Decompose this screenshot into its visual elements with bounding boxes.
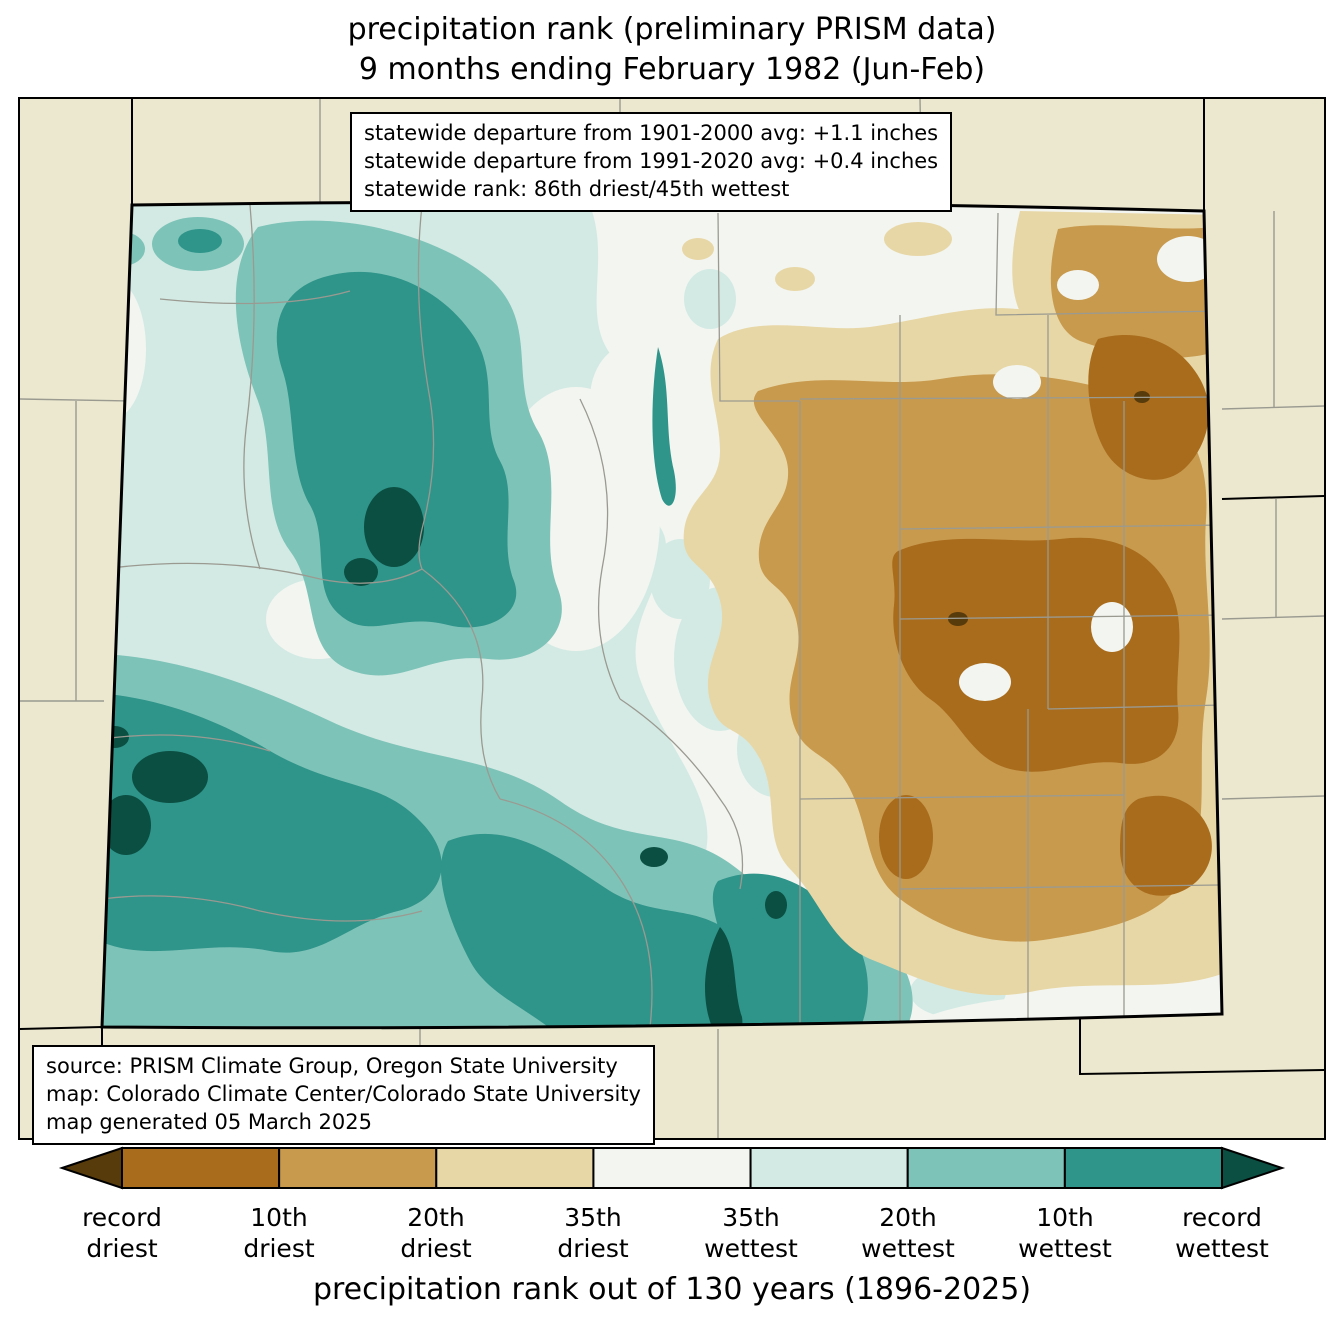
- colorbar-segment: [906, 1147, 1066, 1189]
- colorbar-label-line: driest: [400, 1234, 472, 1264]
- colorbar-segment: [121, 1147, 281, 1189]
- source-line1: source: PRISM Climate Group, Oregon Stat…: [46, 1054, 618, 1078]
- colorbar-label-line: wettest: [704, 1234, 798, 1264]
- colorado-precipitation-map: [20, 99, 1324, 1138]
- colorbar-label: 10th driest: [194, 1202, 364, 1265]
- colorbar-label-line: record: [1182, 1203, 1262, 1232]
- wet-record-regions: [102, 487, 787, 1028]
- colorbar-label: record driest: [37, 1202, 207, 1265]
- source-line3: map generated 05 March 2025: [46, 1109, 373, 1134]
- colorbar-label: 20th wettest: [823, 1202, 993, 1265]
- wet-strong-regions: [102, 229, 868, 1028]
- colorbar-label-line: driest: [86, 1234, 158, 1264]
- colorbar-label-line: wettest: [861, 1234, 955, 1264]
- colorbar-segment: [278, 1147, 438, 1189]
- stats-line1: statewide departure from 1901-2000 avg: …: [364, 121, 939, 145]
- colorbar-label-line: 20th: [407, 1203, 465, 1232]
- colorbar-label-line: 20th: [879, 1203, 937, 1232]
- colorbar-segment: [1063, 1147, 1223, 1189]
- source-line2: map: Colorado Climate Center/Colorado St…: [46, 1081, 641, 1106]
- colorbar-label: 10th wettest: [980, 1202, 1150, 1265]
- colorbar-label: 20th driest: [351, 1202, 521, 1265]
- colorbar-label-line: 35th: [722, 1203, 780, 1232]
- colorbar-label-line: driest: [557, 1234, 629, 1264]
- colorbar-segment: [592, 1147, 752, 1189]
- colorbar-label: record wettest: [1137, 1202, 1307, 1265]
- stats-line2: statewide departure from 1991-2020 avg: …: [364, 148, 939, 173]
- colorbar-label-line: driest: [243, 1234, 315, 1264]
- colorbar-segment: [749, 1147, 909, 1189]
- colorbar: [0, 1145, 1344, 1191]
- dry-strong-regions: [879, 335, 1212, 896]
- colorbar-label-line: 10th: [250, 1203, 308, 1232]
- page-title-line2: 9 months ending February 1982 (Jun-Feb): [358, 52, 986, 87]
- stats-line3: statewide rank: 86th driest/45th wettest: [364, 176, 790, 201]
- colorbar-label: 35th driest: [508, 1202, 678, 1265]
- colorbar-caption: precipitation rank out of 130 years (189…: [312, 1272, 1032, 1307]
- statewide-stats-box: statewide departure from 1901-2000 avg: …: [350, 112, 953, 212]
- map-frame: statewide departure from 1901-2000 avg: …: [18, 97, 1326, 1145]
- county-boundaries: [102, 204, 1222, 1028]
- colorbar-label-line: wettest: [1018, 1234, 1112, 1264]
- colorbar-label-line: 35th: [564, 1203, 622, 1232]
- colorbar-label-line: record: [82, 1203, 162, 1232]
- source-attribution-box: source: PRISM Climate Group, Oregon Stat…: [32, 1045, 655, 1145]
- colorbar-segment: [435, 1147, 595, 1189]
- colorbar-label: 35th wettest: [666, 1202, 836, 1265]
- page-title-line1: precipitation rank (preliminary PRISM da…: [347, 12, 997, 47]
- colorbar-label-line: 10th: [1036, 1203, 1094, 1232]
- colorbar-labels: record driest 10th driest 20th driest 35th d…: [0, 1202, 1344, 1274]
- colorbar-arrow-right: [1221, 1146, 1286, 1190]
- colorbar-arrow-left: [58, 1146, 123, 1190]
- colorbar-label-line: wettest: [1175, 1234, 1269, 1264]
- colorbar-svg: [58, 1146, 1286, 1190]
